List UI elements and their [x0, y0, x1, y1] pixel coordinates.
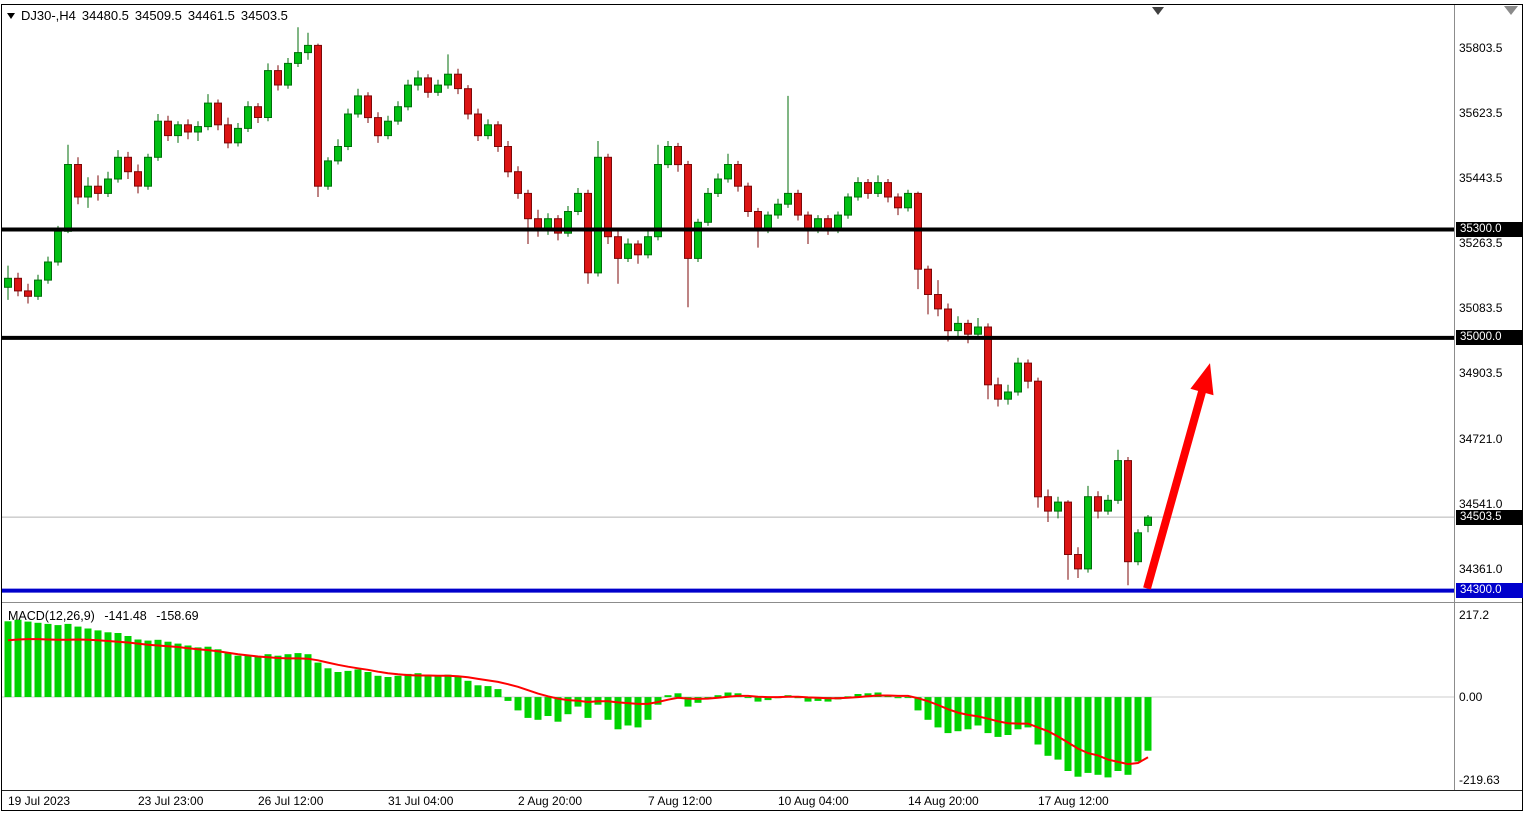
trend-arrow[interactable] [1143, 383, 1208, 590]
macd-signal-value: -158.69 [156, 609, 199, 623]
collapse-triangle-icon[interactable] [7, 12, 15, 19]
ohlc-low: 34461.5 [187, 8, 235, 23]
axis-tick-label: 34541.0 [1459, 496, 1503, 511]
symbol-period-label: DJ30-,H4 [21, 8, 76, 23]
time-axis-label: 10 Aug 04:00 [778, 794, 849, 808]
time-axis-label: 17 Aug 12:00 [1038, 794, 1109, 808]
axis-tick-label: 35443.5 [1459, 170, 1503, 185]
axis-tick-label: 35623.5 [1459, 105, 1503, 120]
time-axis-label: 31 Jul 04:00 [388, 794, 454, 808]
axis-tick-label: 35803.5 [1459, 40, 1503, 55]
candlestick-series [4, 27, 1152, 586]
time-axis-label: 7 Aug 12:00 [648, 794, 713, 808]
macd-name: MACD(12,26,9) [8, 609, 95, 623]
axis-tick-label: 217.2 [1459, 607, 1490, 622]
ohlc-open: 34480.5 [81, 8, 129, 23]
ohlc-close: 34503.5 [240, 8, 288, 23]
axis-tick-label: 35083.5 [1459, 300, 1503, 315]
axis-tick-label: 34721.0 [1459, 431, 1503, 446]
chart-title: DJ30-,H4 34480.5 34509.5 34461.5 34503.5 [7, 8, 288, 23]
axis-tick-label: 0.00 [1459, 690, 1483, 705]
axis-tick-label: 34903.5 [1459, 365, 1503, 380]
macd-indicator-label: MACD(12,26,9) -141.48 -158.69 [8, 609, 205, 623]
macd-main-value: -141.48 [104, 609, 147, 623]
axis-tick-label: -219.63 [1459, 773, 1500, 788]
time-axis-label: 14 Aug 20:00 [908, 794, 979, 808]
chart-shift-marker-icon[interactable] [1152, 7, 1164, 15]
axis-tick-label: 34361.0 [1459, 561, 1503, 576]
price-level-badge: 35300.0 [1456, 222, 1523, 238]
macd-signal-line [7, 638, 1149, 766]
axis-corner-icon[interactable] [1504, 6, 1518, 15]
time-axis-label: 2 Aug 20:00 [518, 794, 583, 808]
chart-border [1, 4, 1523, 811]
bid-price-badge: 34503.5 [1456, 509, 1523, 525]
time-axis-label: 26 Jul 12:00 [258, 794, 324, 808]
trend-arrow-head[interactable] [1190, 363, 1214, 396]
ohlc-high: 34509.5 [134, 8, 182, 23]
price-level-badge: 34300.0 [1456, 583, 1523, 599]
price-axis[interactable]: 35803.5 35623.5 35443.5 35263.5 35083.5 34903… [1456, 0, 1526, 813]
macd-histogram [4, 619, 1152, 778]
axis-tick-label: 35263.5 [1459, 235, 1503, 250]
time-axis-label: 19 Jul 2023 [8, 794, 71, 808]
time-axis-label: 23 Jul 23:00 [138, 794, 204, 808]
time-axis[interactable]: 19 Jul 2023 23 Jul 23:00 26 Jul 12:00 31 Ju… [0, 791, 1456, 813]
price-level-badge: 35000.0 [1456, 330, 1523, 346]
